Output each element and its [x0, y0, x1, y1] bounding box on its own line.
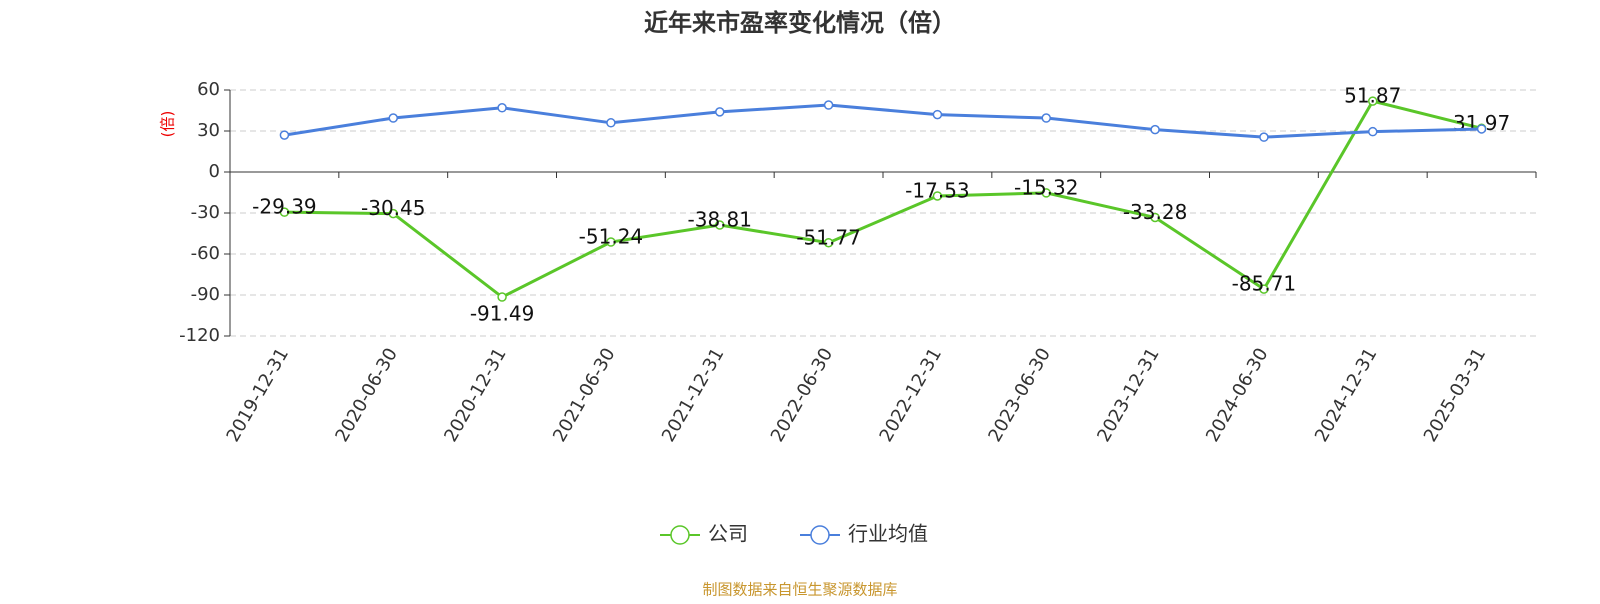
x-tick-label: 2019-12-31 [223, 345, 293, 446]
data-point [1368, 96, 1378, 106]
legend-label[interactable]: 行业均值 [848, 522, 928, 546]
x-tick-label: 2022-12-31 [876, 345, 946, 446]
data-label: -17.53 [905, 178, 969, 202]
data-point [1150, 212, 1160, 223]
data-point [823, 100, 834, 110]
y-tick-label: -120 [179, 325, 220, 346]
x-tick-label: 2025-03-31 [1420, 345, 1490, 446]
data-label: 51.87 [1344, 84, 1401, 108]
x-tick-label: 2022-06-30 [767, 345, 837, 446]
data-point [1150, 124, 1160, 135]
y-tick-label: -90 [191, 284, 220, 305]
data-point [932, 191, 943, 201]
data-label: -85.71 [1232, 272, 1296, 296]
data-label: -15.32 [1014, 175, 1078, 199]
x-tick-label: 2020-12-31 [440, 345, 510, 446]
x-tick-label: 2020-06-30 [331, 345, 401, 446]
data-point [279, 130, 290, 140]
data-point [823, 238, 834, 248]
x-tick-label: 2023-06-30 [984, 345, 1054, 446]
data-point [715, 107, 725, 117]
x-tick-label: 2023-12-31 [1093, 345, 1163, 446]
y-tick-label: 60 [197, 79, 220, 100]
data-point [388, 113, 398, 123]
x-tick-label: 2021-12-31 [658, 345, 728, 446]
data-point [606, 118, 616, 128]
y-tick-label: -30 [191, 202, 220, 223]
chart-title: 近年来市盈率变化情况（倍） [644, 9, 956, 37]
data-point [388, 208, 398, 219]
data-label: -38.81 [688, 208, 752, 232]
source-note: 制图数据来自恒生聚源数据库 [702, 581, 897, 599]
legend-marker [670, 525, 690, 545]
legend-marker [810, 525, 830, 545]
legend-label[interactable]: 公司 [708, 522, 748, 546]
data-point [279, 207, 290, 217]
y-tick-label: 0 [209, 161, 220, 182]
data-label: -51.77 [796, 225, 860, 249]
data-point [932, 109, 943, 120]
x-tick-label: 2024-12-31 [1311, 345, 1381, 446]
series-line [284, 103, 1482, 139]
data-label: -33.28 [1123, 200, 1187, 224]
data-label: -91.49 [470, 302, 534, 326]
data-point [497, 103, 507, 113]
y-tick-label: 30 [197, 120, 220, 141]
x-tick-label: 2021-06-30 [549, 345, 619, 446]
data-point [1259, 132, 1269, 142]
data-point [1368, 126, 1378, 137]
data-point [1041, 113, 1051, 123]
data-point [1041, 188, 1051, 198]
data-point [1476, 124, 1487, 134]
data-label: -30.45 [361, 196, 425, 220]
data-point [606, 237, 616, 247]
data-point [497, 292, 507, 302]
x-tick-label: 2024-06-30 [1202, 345, 1272, 446]
data-label: -51.24 [579, 225, 643, 249]
y-tick-label: -60 [191, 243, 220, 264]
y-axis-label: (倍) [159, 111, 177, 138]
data-point [715, 220, 725, 230]
data-point [1259, 284, 1269, 294]
series-line [284, 99, 1482, 299]
data-label: -29.39 [252, 195, 316, 219]
